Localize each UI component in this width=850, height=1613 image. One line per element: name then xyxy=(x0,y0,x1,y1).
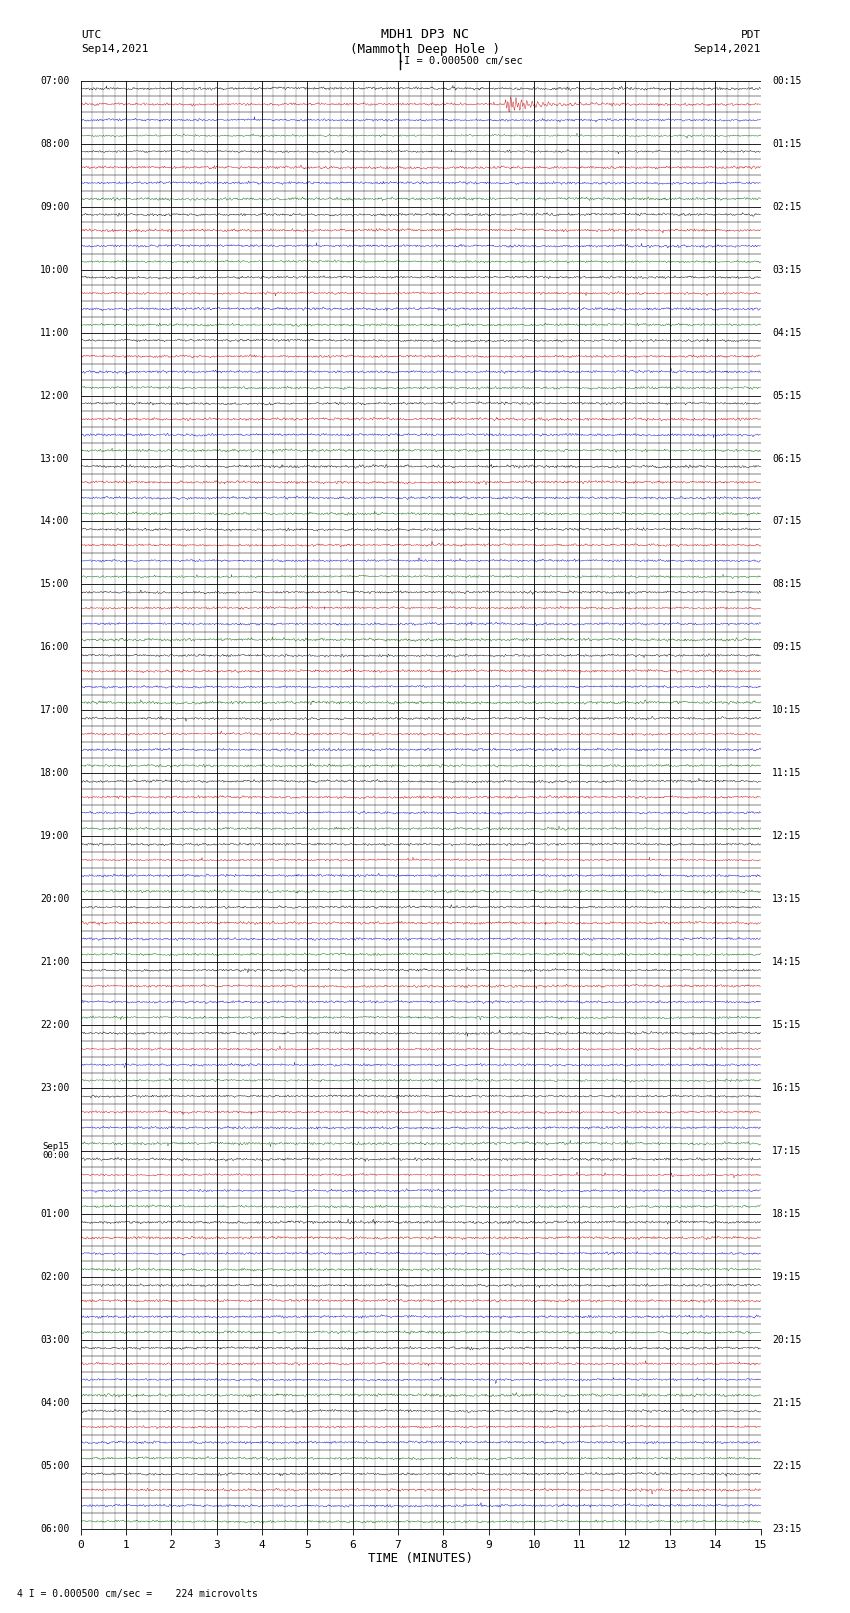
Text: 21:00: 21:00 xyxy=(40,958,70,968)
Text: 22:00: 22:00 xyxy=(40,1021,70,1031)
Text: 17:00: 17:00 xyxy=(40,705,70,716)
Text: 09:15: 09:15 xyxy=(772,642,802,652)
Text: 16:15: 16:15 xyxy=(772,1084,802,1094)
Text: 16:00: 16:00 xyxy=(40,642,70,652)
Text: 20:15: 20:15 xyxy=(772,1336,802,1345)
Text: 13:00: 13:00 xyxy=(40,453,70,463)
Text: 23:00: 23:00 xyxy=(40,1084,70,1094)
Text: 4 I = 0.000500 cm/sec =    224 microvolts: 4 I = 0.000500 cm/sec = 224 microvolts xyxy=(17,1589,258,1598)
Text: 00:15: 00:15 xyxy=(772,76,802,85)
Text: (Mammoth Deep Hole ): (Mammoth Deep Hole ) xyxy=(350,42,500,56)
Text: 00:00: 00:00 xyxy=(42,1152,70,1160)
Text: 12:15: 12:15 xyxy=(772,831,802,842)
Text: 04:00: 04:00 xyxy=(40,1398,70,1408)
Text: 17:15: 17:15 xyxy=(772,1147,802,1157)
Text: 12:00: 12:00 xyxy=(40,390,70,400)
Text: 07:15: 07:15 xyxy=(772,516,802,526)
Text: 03:15: 03:15 xyxy=(772,265,802,274)
Text: 08:15: 08:15 xyxy=(772,579,802,589)
Text: 21:15: 21:15 xyxy=(772,1398,802,1408)
Text: 19:15: 19:15 xyxy=(772,1273,802,1282)
Text: 15:00: 15:00 xyxy=(40,579,70,589)
Text: Sep15: Sep15 xyxy=(42,1142,70,1152)
Text: 02:00: 02:00 xyxy=(40,1273,70,1282)
Text: 03:00: 03:00 xyxy=(40,1336,70,1345)
Text: PDT: PDT xyxy=(740,29,761,40)
Text: 10:00: 10:00 xyxy=(40,265,70,274)
Text: I = 0.000500 cm/sec: I = 0.000500 cm/sec xyxy=(404,56,523,66)
Text: 05:00: 05:00 xyxy=(40,1461,70,1471)
Text: Sep14,2021: Sep14,2021 xyxy=(694,44,761,55)
Text: 01:00: 01:00 xyxy=(40,1210,70,1219)
Text: Sep14,2021: Sep14,2021 xyxy=(81,44,148,55)
Text: 05:15: 05:15 xyxy=(772,390,802,400)
Text: 18:15: 18:15 xyxy=(772,1210,802,1219)
Text: 14:00: 14:00 xyxy=(40,516,70,526)
X-axis label: TIME (MINUTES): TIME (MINUTES) xyxy=(368,1552,473,1565)
Text: 13:15: 13:15 xyxy=(772,894,802,905)
Text: 09:00: 09:00 xyxy=(40,202,70,211)
Text: UTC: UTC xyxy=(81,29,101,40)
Text: 01:15: 01:15 xyxy=(772,139,802,148)
Text: 14:15: 14:15 xyxy=(772,958,802,968)
Text: 04:15: 04:15 xyxy=(772,327,802,337)
Text: 11:15: 11:15 xyxy=(772,768,802,779)
Text: 07:00: 07:00 xyxy=(40,76,70,85)
Text: 19:00: 19:00 xyxy=(40,831,70,842)
Text: 20:00: 20:00 xyxy=(40,894,70,905)
Text: 06:15: 06:15 xyxy=(772,453,802,463)
Text: 23:15: 23:15 xyxy=(772,1524,802,1534)
Text: 10:15: 10:15 xyxy=(772,705,802,716)
Text: MDH1 DP3 NC: MDH1 DP3 NC xyxy=(381,27,469,42)
Text: 15:15: 15:15 xyxy=(772,1021,802,1031)
Text: 22:15: 22:15 xyxy=(772,1461,802,1471)
Text: 08:00: 08:00 xyxy=(40,139,70,148)
Text: 06:00: 06:00 xyxy=(40,1524,70,1534)
Text: 02:15: 02:15 xyxy=(772,202,802,211)
Text: 11:00: 11:00 xyxy=(40,327,70,337)
Text: 18:00: 18:00 xyxy=(40,768,70,779)
